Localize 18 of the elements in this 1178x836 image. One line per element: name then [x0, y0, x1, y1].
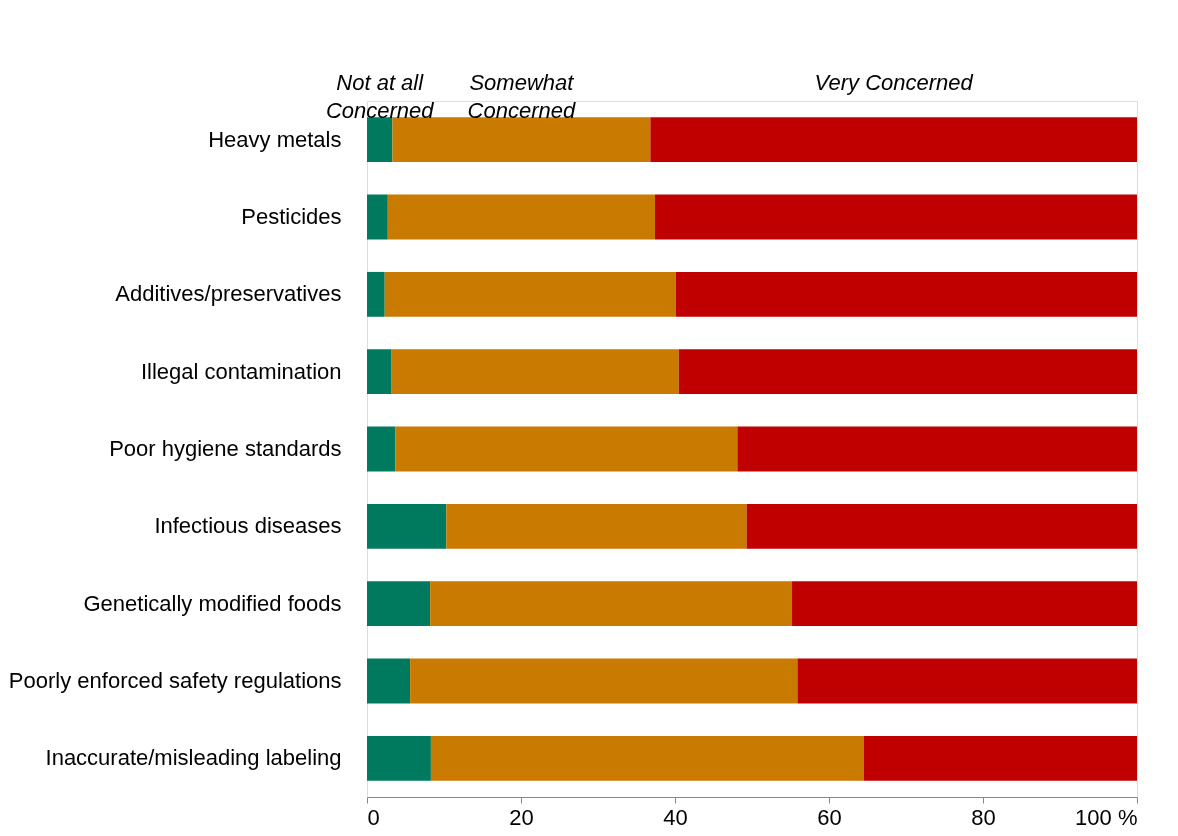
y-tick-label: Infectious diseases — [154, 513, 342, 539]
x-tick-label: 60 — [817, 804, 842, 830]
y-tick-label: Illegal contamination — [140, 358, 342, 384]
y-tick-label: Heavy metals — [208, 126, 342, 152]
x-tick-label: 100 % — [1075, 804, 1138, 830]
x-tick-label: 0 — [367, 804, 380, 830]
y-tick-label: Additives/preservatives — [115, 281, 342, 307]
y-tick-label: Genetically modified foods — [83, 590, 342, 616]
y-tick-label: Poor hygiene standards — [109, 436, 342, 461]
x-tick-label: 40 — [663, 804, 688, 830]
series-label: Very Concerned — [814, 70, 974, 95]
x-tick-label: 20 — [509, 804, 534, 830]
series-label: Somewhat Concerned — [467, 70, 576, 123]
x-tick-label: 80 — [971, 804, 996, 830]
y-tick-label: Poorly enforced safety regulations — [8, 668, 342, 693]
y-tick-label: Inaccurate/misleading labeling — [45, 745, 342, 771]
y-tick-label: Pesticides — [241, 204, 342, 229]
series-label: Not at all Concerned — [325, 70, 435, 123]
